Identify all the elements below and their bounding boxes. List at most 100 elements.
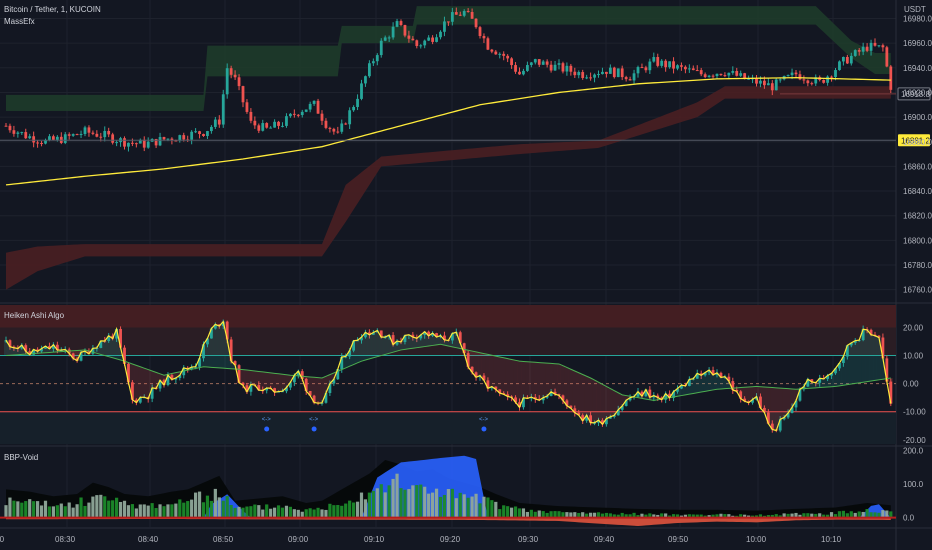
osc-candle-1 xyxy=(8,339,12,350)
osc-candle-59 xyxy=(237,364,241,384)
candle-54 xyxy=(217,115,221,128)
osc-body-145 xyxy=(577,412,581,416)
volume-bar-220 xyxy=(873,512,877,518)
candle-body-221 xyxy=(877,45,881,47)
candle-body-204 xyxy=(810,83,814,85)
osc-body-5 xyxy=(24,345,28,352)
candle-147 xyxy=(585,74,589,80)
volume-bar-32 xyxy=(130,504,134,518)
osc-candle-127 xyxy=(506,391,510,401)
volume-bar-158 xyxy=(628,514,632,518)
osc-fill-143 xyxy=(568,369,573,409)
volume-bar-195 xyxy=(774,514,778,518)
osc-candle-202 xyxy=(802,383,806,392)
osc-body-90 xyxy=(360,337,363,341)
candle-109 xyxy=(435,34,438,43)
osc-fill-17 xyxy=(71,350,76,359)
candle-146 xyxy=(581,69,585,80)
osc-fill-110 xyxy=(438,335,443,345)
candle-214 xyxy=(849,52,853,66)
osc-fill-192 xyxy=(762,386,767,413)
osc-candle-90 xyxy=(360,334,363,344)
osc-body-150 xyxy=(597,420,600,423)
osc-body-123 xyxy=(490,386,494,389)
osc-fill-144 xyxy=(572,370,577,413)
osc-fill-57 xyxy=(229,361,234,369)
candle-body-224 xyxy=(889,66,893,90)
osc-body-192 xyxy=(763,407,766,413)
candle-body-117 xyxy=(466,11,470,13)
osc-fill-25 xyxy=(102,341,107,356)
volume-bar-198 xyxy=(786,513,790,518)
volume-bar-104 xyxy=(415,485,419,518)
osc-candle-39 xyxy=(158,380,162,392)
candle-6 xyxy=(28,133,32,140)
candle-113 xyxy=(450,7,454,26)
candle-161 xyxy=(640,63,644,69)
volume-bar-120 xyxy=(478,503,482,518)
candle-body-65 xyxy=(261,123,265,131)
volume-bar-27 xyxy=(111,500,115,518)
osc-body-117 xyxy=(466,353,470,367)
osc-body-62 xyxy=(249,384,253,392)
volume-bar-73 xyxy=(292,509,296,518)
candle-body-22 xyxy=(91,132,95,134)
osc-body-202 xyxy=(802,386,806,390)
osc-candle-115 xyxy=(458,330,462,344)
osc-fill-98 xyxy=(391,344,396,353)
candle-body-199 xyxy=(790,72,794,76)
volume-bar-12 xyxy=(51,506,55,518)
candle-75 xyxy=(300,109,304,118)
osc-fill-208 xyxy=(825,375,830,387)
candle-body-208 xyxy=(826,76,829,83)
candle-body-102 xyxy=(407,35,411,39)
osc-candle-99 xyxy=(395,339,399,346)
candle-219 xyxy=(869,39,873,56)
osc-fill-209 xyxy=(829,373,834,387)
candle-121 xyxy=(482,33,486,43)
candle-body-200 xyxy=(794,72,798,75)
volume-bar-50 xyxy=(201,502,206,518)
osc-candle-209 xyxy=(830,373,833,380)
volume-bar-221 xyxy=(877,512,881,518)
osc-candle-8 xyxy=(36,347,39,354)
candle-190 xyxy=(755,75,758,87)
candle-body-20 xyxy=(83,127,87,134)
candle-148 xyxy=(589,72,592,81)
candle-body-71 xyxy=(285,116,288,126)
osc-candle-136 xyxy=(541,394,545,404)
candle-74 xyxy=(296,114,300,118)
osc-fill-210 xyxy=(833,368,838,387)
osc-fill-94 xyxy=(375,330,380,357)
candle-122 xyxy=(486,36,490,51)
candle-body-59 xyxy=(237,77,241,87)
candle-166 xyxy=(660,59,664,68)
osc-candle-150 xyxy=(597,417,600,426)
osc-fill-93 xyxy=(371,332,376,358)
candle-221 xyxy=(877,45,881,48)
osc-fill-22 xyxy=(90,348,95,353)
osc-body-103 xyxy=(411,334,415,338)
volume-bar-152 xyxy=(604,512,608,518)
osc-body-34 xyxy=(138,397,142,403)
osc-body-74 xyxy=(296,371,300,376)
volume-bar-194 xyxy=(770,514,774,518)
osc-fill-77 xyxy=(308,376,313,396)
candle-body-148 xyxy=(589,77,592,79)
osc-fill-61 xyxy=(244,370,249,392)
osc-fill-190 xyxy=(754,386,759,397)
oscillator-marker-label-1: <-> xyxy=(309,417,319,423)
osc-fill-79 xyxy=(316,377,321,404)
volume-bar-69 xyxy=(276,505,281,518)
volume-bar-18 xyxy=(75,504,79,518)
osc-body-154 xyxy=(612,415,616,417)
candle-body-18 xyxy=(75,134,79,136)
candle-body-41 xyxy=(166,138,170,140)
osc-body-122 xyxy=(486,380,490,389)
candle-body-214 xyxy=(849,55,853,64)
volume-bar-123 xyxy=(490,500,494,518)
osc-fill-7 xyxy=(31,349,36,354)
candle-body-154 xyxy=(612,67,616,78)
osc-fill-129 xyxy=(513,360,518,403)
volume-bar-36 xyxy=(146,505,150,518)
